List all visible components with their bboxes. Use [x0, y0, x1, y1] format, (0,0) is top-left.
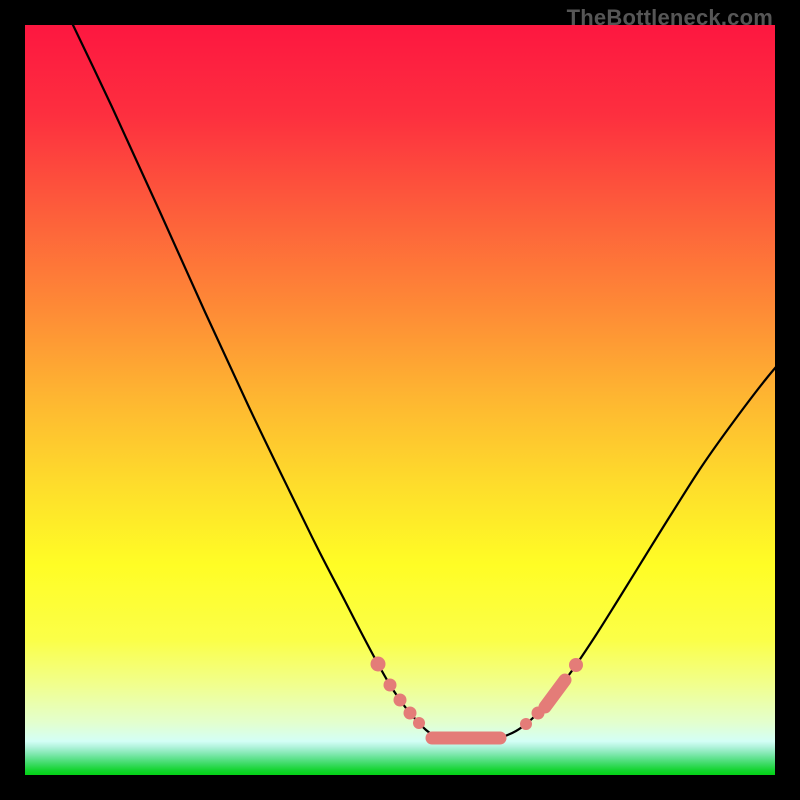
watermark-text: TheBottleneck.com	[567, 5, 773, 31]
chart-container: TheBottleneck.com	[0, 0, 800, 800]
gradient-background	[25, 25, 775, 775]
plot-frame	[25, 25, 775, 775]
